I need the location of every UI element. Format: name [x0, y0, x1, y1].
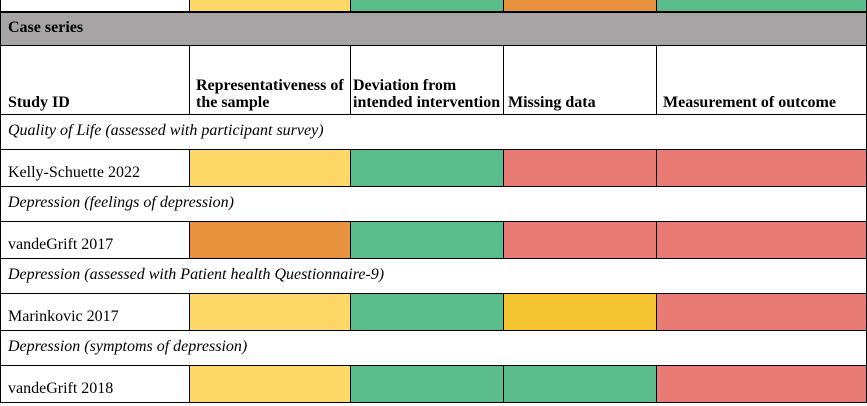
rating-swatch	[190, 150, 350, 186]
rating-cell	[657, 366, 867, 403]
column-header-missing-data: Missing data	[504, 46, 657, 115]
rating-swatch	[351, 222, 503, 258]
study-id: vandeGrift 2017	[8, 236, 114, 253]
rating-cell	[190, 366, 351, 403]
rating-cell	[504, 222, 657, 259]
outcome-group-label: Depression (feelings of depression)	[0, 187, 867, 222]
rating-cell	[351, 294, 504, 331]
study-id-cell: vandeGrift 2017	[0, 222, 190, 259]
outcome-group-label: Depression (symptoms of depression)	[0, 331, 867, 366]
partial-top-row	[0, 0, 867, 13]
rating-swatch	[657, 366, 866, 402]
column-header-study-id: Study ID	[0, 46, 190, 115]
column-label: Missing data	[508, 94, 596, 111]
study-row: Kelly-Schuette 2022	[0, 150, 867, 187]
outcome-group-label: Depression (assessed with Patient health…	[0, 259, 867, 294]
study-row: vandeGrift 2018	[0, 366, 867, 403]
rating-swatch	[351, 0, 503, 13]
rating-swatch	[657, 294, 866, 330]
rating-swatch	[657, 150, 866, 186]
rating-swatch	[504, 222, 656, 258]
column-header-representativeness: Representativeness of the sample	[190, 46, 351, 115]
study-id-cell: Kelly-Schuette 2022	[0, 150, 190, 187]
rating-cell	[190, 222, 351, 259]
rating-swatch	[504, 294, 656, 330]
rating-swatch	[190, 222, 350, 258]
rating-swatch	[351, 150, 503, 186]
rating-swatch	[657, 222, 866, 258]
column-label: Deviation from intended intervention	[353, 77, 501, 111]
rating-swatch	[190, 0, 350, 13]
rating-cell	[190, 0, 351, 13]
rating-cell	[657, 222, 867, 259]
rating-cell	[504, 366, 657, 403]
study-id-cell: Marinkovic 2017	[0, 294, 190, 331]
rating-swatch	[504, 150, 656, 186]
study-row: vandeGrift 2017	[0, 222, 867, 259]
rating-swatch	[504, 366, 656, 402]
study-id-cell: vandeGrift 2018	[0, 366, 190, 403]
rating-swatch	[190, 366, 350, 402]
column-header-measurement: Measurement of outcome	[657, 46, 867, 115]
rating-cell	[351, 366, 504, 403]
rating-cell	[351, 150, 504, 187]
rating-swatch	[351, 366, 503, 402]
outcome-group-label: Quality of Life (assessed with participa…	[0, 115, 867, 150]
rating-cell	[657, 294, 867, 331]
column-label: Representativeness of the sample	[196, 77, 344, 111]
column-header-row: Study ID Representativeness of the sampl…	[0, 46, 867, 115]
study-id: vandeGrift 2018	[8, 380, 114, 397]
rating-cell	[190, 150, 351, 187]
column-header-deviation: Deviation from intended intervention	[351, 46, 504, 115]
study-row: Marinkovic 2017	[0, 294, 867, 331]
rating-cell	[504, 294, 657, 331]
rating-cell	[504, 150, 657, 187]
column-label: Study ID	[8, 94, 70, 111]
rating-swatch	[351, 294, 503, 330]
rating-cell	[504, 0, 657, 13]
study-id-cell	[0, 0, 190, 13]
rating-cell	[657, 150, 867, 187]
study-id: Marinkovic 2017	[8, 308, 119, 325]
rating-cell	[351, 222, 504, 259]
column-label: Measurement of outcome	[663, 94, 836, 111]
rating-cell	[190, 294, 351, 331]
rating-swatch	[190, 294, 350, 330]
rating-cell	[351, 0, 504, 13]
study-id: Kelly-Schuette 2022	[8, 164, 140, 181]
rating-swatch	[657, 0, 866, 13]
section-title: Case series	[8, 19, 84, 36]
section-header: Case series	[0, 11, 867, 46]
rating-swatch	[504, 0, 656, 13]
